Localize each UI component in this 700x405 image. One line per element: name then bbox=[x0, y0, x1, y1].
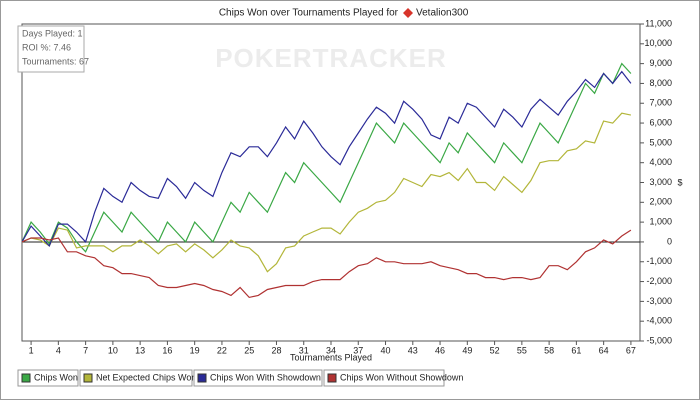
x-tick-label: 28 bbox=[271, 345, 281, 355]
y-tick-label: -3,000 bbox=[646, 296, 672, 306]
y-tick-label: 7,000 bbox=[649, 98, 672, 108]
series-line bbox=[21, 70, 632, 247]
legend-swatch bbox=[21, 373, 31, 383]
legend-box bbox=[323, 369, 445, 387]
x-tick-label: 4 bbox=[56, 345, 61, 355]
y-tick-label: 6,000 bbox=[649, 117, 672, 127]
y-tick-label: -4,000 bbox=[646, 316, 672, 326]
x-tick-label: 52 bbox=[490, 345, 500, 355]
x-tick-label: 40 bbox=[381, 345, 391, 355]
chart-title: Chips Won over Tournaments Played for bbox=[219, 8, 399, 19]
y-tick-label: -5,000 bbox=[646, 335, 672, 345]
watermark: POKERTRACKER bbox=[215, 43, 447, 73]
legend-swatch bbox=[83, 373, 93, 383]
info-text: Days Played: 1 bbox=[22, 28, 83, 38]
y-tick-label: 11,000 bbox=[645, 18, 672, 28]
y-tick-label: 3,000 bbox=[649, 177, 672, 187]
y-tick-label: 0 bbox=[667, 236, 672, 246]
x-tick-label: 37 bbox=[353, 345, 363, 355]
info-box bbox=[17, 25, 85, 73]
x-tick-label: 49 bbox=[462, 345, 472, 355]
legend-swatch bbox=[327, 373, 337, 383]
x-tick-label: 10 bbox=[108, 345, 118, 355]
legend-label: Net Expected Chips Won bbox=[96, 372, 196, 382]
x-tick-label: 55 bbox=[517, 345, 527, 355]
player-icon bbox=[403, 8, 413, 18]
player-name: Vetalion300 bbox=[416, 8, 469, 19]
x-tick-label: 16 bbox=[162, 345, 172, 355]
x-tick-label: 67 bbox=[626, 345, 636, 355]
legend-label: Chips Won With Showdown bbox=[210, 372, 321, 382]
x-tick-label: 58 bbox=[544, 345, 554, 355]
x-tick-label: 22 bbox=[217, 345, 227, 355]
series-line bbox=[21, 229, 632, 299]
x-tick-label: 19 bbox=[190, 345, 200, 355]
y-tick-label: 8,000 bbox=[649, 78, 672, 88]
y-axis-label: $ bbox=[677, 177, 682, 187]
legend-box bbox=[79, 369, 193, 387]
x-tick-label: 43 bbox=[408, 345, 418, 355]
series-line bbox=[21, 112, 632, 273]
x-tick-label: 64 bbox=[599, 345, 609, 355]
x-tick-label: 34 bbox=[326, 345, 336, 355]
y-tick-label: 2,000 bbox=[649, 197, 672, 207]
info-text: ROI %: 7.46 bbox=[22, 42, 71, 52]
x-tick-label: 61 bbox=[571, 345, 581, 355]
legend-label: Chips Won bbox=[34, 372, 78, 382]
x-tick-label: 7 bbox=[83, 345, 88, 355]
y-tick-label: 5,000 bbox=[649, 137, 672, 147]
legend-box bbox=[17, 369, 79, 387]
legend-swatch bbox=[197, 373, 207, 383]
series-line bbox=[21, 62, 632, 253]
y-tick-label: 10,000 bbox=[644, 38, 672, 48]
x-tick-label: 1 bbox=[29, 345, 34, 355]
legend-label: Chips Won Without Showdown bbox=[340, 372, 463, 382]
x-tick-label: 46 bbox=[435, 345, 445, 355]
info-text: Tournaments: 67 bbox=[22, 56, 89, 66]
y-tick-label: 4,000 bbox=[649, 157, 672, 167]
y-tick-label: 1,000 bbox=[649, 217, 672, 227]
x-tick-label: 31 bbox=[299, 345, 309, 355]
legend-box bbox=[193, 369, 323, 387]
y-tick-label: -1,000 bbox=[646, 256, 672, 266]
x-tick-label: 25 bbox=[244, 345, 254, 355]
y-tick-label: 9,000 bbox=[649, 58, 672, 68]
x-axis-label: Tournaments Played bbox=[290, 352, 372, 362]
x-tick-label: 13 bbox=[135, 345, 145, 355]
y-tick-label: -2,000 bbox=[646, 276, 672, 286]
